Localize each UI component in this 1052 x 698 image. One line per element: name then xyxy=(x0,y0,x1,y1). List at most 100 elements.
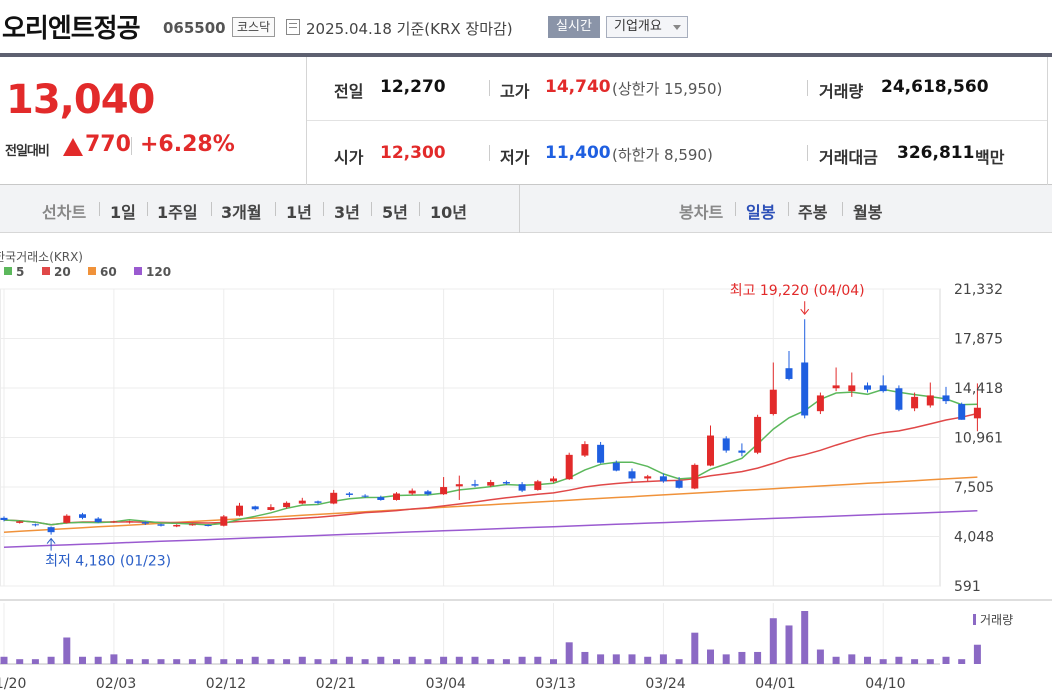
divider xyxy=(788,202,789,216)
candle-body xyxy=(628,471,636,479)
divider xyxy=(323,202,324,216)
candle-body xyxy=(267,507,275,510)
divider xyxy=(489,80,490,96)
candle-body xyxy=(79,514,86,518)
tab-1week[interactable]: 1주일 xyxy=(157,203,198,222)
legend-label: 120 xyxy=(146,265,171,279)
volume-bar xyxy=(534,656,542,664)
candle-body xyxy=(188,524,196,526)
volume-bar xyxy=(47,656,55,664)
ma120-line xyxy=(3,510,978,548)
open-value: 12,300 xyxy=(380,143,446,163)
tab-daily-candle[interactable]: 일봉 xyxy=(746,203,776,222)
divider xyxy=(519,185,520,233)
x-tick-label: 02/21 xyxy=(316,676,356,692)
volume-bar xyxy=(377,656,385,664)
volume-bar xyxy=(220,659,228,664)
candle-body xyxy=(408,490,416,494)
candle-body xyxy=(110,521,118,523)
legend-swatch xyxy=(88,267,96,275)
candle-body xyxy=(895,388,903,410)
volume-bar xyxy=(94,656,102,664)
high-label: 고가 xyxy=(500,82,530,101)
tab-3year[interactable]: 3년 xyxy=(334,203,360,222)
volume-bar xyxy=(659,654,667,664)
change-percent: +6.28% xyxy=(140,132,235,157)
candle-body xyxy=(785,368,793,379)
candle-body xyxy=(738,450,746,453)
amount-label: 거래대금 xyxy=(819,148,878,167)
candle-body xyxy=(63,515,71,523)
candle-body xyxy=(644,476,652,479)
divider xyxy=(99,202,100,216)
candle-body xyxy=(958,404,966,420)
candle-body xyxy=(973,407,981,419)
y-tick-label: 21,332 xyxy=(954,282,1003,298)
volume-bar xyxy=(864,656,871,664)
candle-body xyxy=(173,525,181,527)
tab-monthly-candle[interactable]: 월봉 xyxy=(853,203,883,222)
candle-body xyxy=(879,385,887,392)
tab-1day[interactable]: 1일 xyxy=(110,203,136,222)
candle-body xyxy=(691,464,699,489)
candle-body xyxy=(393,493,400,500)
y-tick-label: 7,505 xyxy=(954,480,994,496)
volume-value: 24,618,560 xyxy=(881,77,989,97)
chevron-down-icon xyxy=(673,25,681,30)
divider xyxy=(211,202,212,216)
volume-bar xyxy=(942,656,950,664)
high-arrow-head xyxy=(800,308,810,316)
volume-bar xyxy=(722,654,730,664)
volume-bar xyxy=(769,618,777,664)
prev-close-label: 전일 xyxy=(334,82,364,101)
prev-close-value: 12,270 xyxy=(380,77,446,97)
current-price: 13,040 xyxy=(6,77,155,123)
annotations: 최고 19,220 (04/04) 최저 4,180 (01/23) xyxy=(45,283,865,569)
volume-bar xyxy=(157,659,165,664)
candle-body xyxy=(283,502,291,508)
candle-body xyxy=(424,491,432,495)
realtime-button[interactable]: 실시간 xyxy=(548,16,600,38)
volume-bar xyxy=(487,659,495,664)
candle-body xyxy=(675,480,683,488)
legend-label: 60 xyxy=(100,265,117,279)
company-overview-dropdown[interactable]: 기업개요 xyxy=(606,16,688,38)
y-axis-ticks: 21,332 17,875 14,418 10,961 7,505 4,048 591 xyxy=(954,282,1003,595)
volume-bar xyxy=(816,649,824,664)
volume-bar xyxy=(581,651,589,664)
candle-body xyxy=(377,497,385,500)
chart-grid xyxy=(0,288,1052,665)
volume-bar xyxy=(345,656,353,664)
stock-candle-chart[interactable]: 한국거래소(KRX) 5 20 60 120 거래량 최고 19,220 (04/04… xyxy=(0,233,1052,698)
candle-body xyxy=(487,482,495,486)
volume-bar xyxy=(298,656,306,664)
tab-1year[interactable]: 1년 xyxy=(286,203,312,222)
volume-bar xyxy=(424,659,432,664)
y-tick-label: 10,961 xyxy=(954,431,1003,447)
candle-body xyxy=(361,495,369,497)
change-value: 770 xyxy=(85,132,131,157)
volume-legend-label: 거래량 xyxy=(980,613,1013,627)
x-tick-label: 04/01 xyxy=(755,676,795,692)
volume-bar xyxy=(79,656,86,664)
tab-5year[interactable]: 5년 xyxy=(382,203,408,222)
candle-body xyxy=(926,395,934,406)
volume-bar xyxy=(16,659,24,664)
volume-bar xyxy=(314,659,322,664)
tab-3month[interactable]: 3개월 xyxy=(221,203,262,222)
divider xyxy=(306,57,307,185)
tab-10year[interactable]: 10년 xyxy=(430,203,467,222)
volume-bar xyxy=(283,659,291,664)
divider xyxy=(807,80,808,96)
volume-bar xyxy=(926,659,934,664)
tab-weekly-candle[interactable]: 주봉 xyxy=(798,203,828,222)
candle-body xyxy=(769,389,777,415)
market-badge: 코스닥 xyxy=(232,17,276,37)
candle-body xyxy=(126,521,134,523)
high-annotation: 최고 19,220 (04/04) xyxy=(730,283,865,299)
upper-limit: (상한가 15,950) xyxy=(612,80,723,98)
candle-body xyxy=(236,505,243,516)
chart-source: 한국거래소(KRX) xyxy=(0,250,83,264)
divider xyxy=(131,137,132,155)
calendar-icon xyxy=(286,19,300,35)
